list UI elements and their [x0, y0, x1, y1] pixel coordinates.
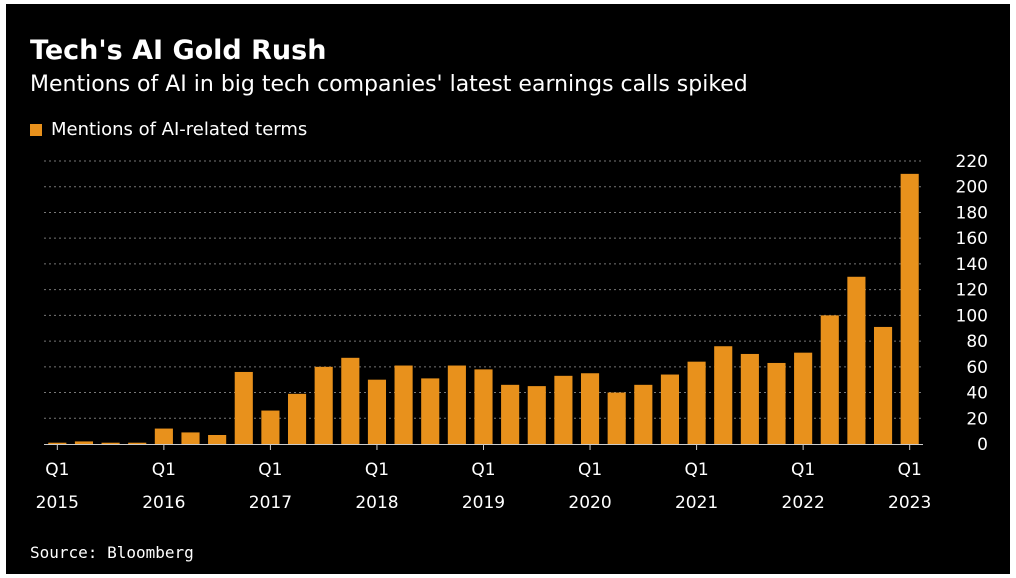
bar — [607, 392, 626, 444]
bar — [101, 442, 120, 444]
bar — [341, 357, 360, 444]
bar — [154, 428, 173, 444]
bar — [501, 384, 520, 444]
bar — [847, 276, 866, 444]
x-tick-label-year: 2021 — [675, 493, 718, 513]
bar — [74, 441, 94, 444]
x-tick-label-quarter: Q1 — [365, 460, 389, 480]
y-tick-label: 80 — [966, 332, 988, 352]
bar — [660, 374, 680, 444]
chart-subtitle: Mentions of AI in big tech companies' la… — [30, 72, 748, 97]
x-tick-label-quarter: Q1 — [898, 460, 922, 480]
y-tick-label: 60 — [966, 358, 988, 378]
bar — [181, 432, 200, 444]
x-tick-label-year: 2023 — [888, 493, 931, 513]
bar — [794, 352, 813, 444]
y-tick-label: 100 — [956, 306, 988, 326]
y-tick-label: 200 — [956, 178, 988, 198]
x-tick-label-year: 2019 — [462, 493, 505, 513]
x-tick-label-quarter: Q1 — [791, 460, 815, 480]
x-tick-label-year: 2018 — [355, 493, 398, 513]
bar — [447, 365, 466, 444]
y-tick-label: 20 — [966, 409, 988, 429]
y-tick-label: 180 — [956, 203, 988, 223]
x-tick-label-quarter: Q1 — [45, 460, 69, 480]
x-tick-label-quarter: Q1 — [684, 460, 708, 480]
bar — [900, 173, 919, 444]
x-tick-label-year: 2020 — [568, 493, 611, 513]
chart-frame: Tech's AI Gold Rush Mentions of AI in bi… — [6, 4, 1010, 574]
bar — [554, 375, 573, 444]
bar — [740, 353, 759, 444]
bar — [261, 410, 280, 444]
source-note: Source: Bloomberg — [30, 543, 194, 562]
bar — [873, 326, 893, 444]
bar — [208, 434, 227, 444]
bar — [128, 442, 147, 444]
bar — [687, 361, 706, 444]
bar — [48, 442, 67, 444]
y-tick-label: 140 — [956, 255, 988, 275]
bar — [287, 393, 307, 444]
x-tick-label-year: 2017 — [249, 493, 292, 513]
bar — [367, 379, 387, 444]
chart-title: Tech's AI Gold Rush — [30, 35, 327, 66]
x-tick-label-quarter: Q1 — [258, 460, 282, 480]
legend-label: Mentions of AI-related terms — [51, 119, 308, 140]
y-tick-label: 40 — [966, 384, 988, 404]
x-tick-label-quarter: Q1 — [578, 460, 602, 480]
bar — [767, 362, 786, 444]
bar — [474, 369, 493, 444]
x-tick-label-year: 2016 — [142, 493, 185, 513]
bar — [820, 315, 839, 444]
x-tick-label-year: 2015 — [36, 493, 79, 513]
x-tick-label-quarter: Q1 — [152, 460, 176, 480]
legend: Mentions of AI-related terms — [30, 118, 307, 142]
y-tick-label: 0 — [977, 435, 988, 455]
x-tick-label-quarter: Q1 — [471, 460, 495, 480]
bar — [714, 346, 733, 444]
bar — [421, 378, 440, 444]
y-tick-label: 220 — [956, 152, 988, 172]
bar — [580, 373, 600, 444]
bar — [394, 365, 413, 444]
y-tick-label: 160 — [956, 229, 988, 249]
y-tick-label: 120 — [956, 281, 988, 301]
bar — [314, 366, 333, 444]
x-tick-label-year: 2022 — [782, 493, 825, 513]
bar — [634, 384, 653, 444]
legend-swatch — [30, 124, 42, 136]
bar — [234, 371, 253, 444]
bar — [527, 386, 546, 444]
bar-chart: 0 20 40 60 80 100 120 140 160 180 200 220 Q1 2015 Q1 20… — [36, 152, 988, 513]
